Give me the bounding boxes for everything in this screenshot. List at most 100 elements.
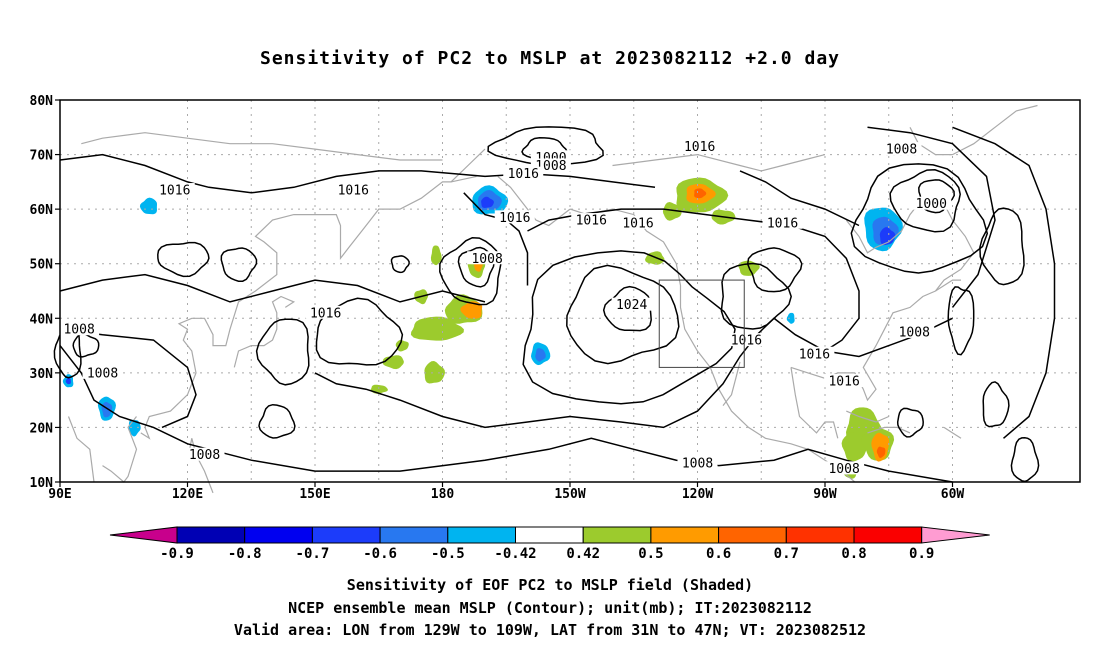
contour-label-bg	[881, 142, 922, 156]
contour-label-bg	[333, 183, 374, 197]
coastline	[846, 410, 890, 423]
coastline	[952, 104, 1038, 156]
caption-line-2: NCEP ensemble mean MSLP (Contour); unit(…	[288, 598, 812, 617]
lon-label: 60W	[941, 487, 965, 502]
contour-line	[157, 241, 210, 278]
colorbar-cell	[379, 526, 449, 544]
contour-line	[390, 255, 410, 274]
contour-line	[952, 126, 1056, 439]
contour-line	[982, 381, 1010, 428]
sensitivity-patch	[662, 202, 682, 221]
contour-label-bg	[503, 166, 544, 180]
contour-line	[59, 345, 953, 483]
contour-label-bg	[154, 183, 195, 197]
contour-label: 1024	[616, 298, 647, 313]
contour-line	[463, 192, 529, 286]
sensitivity-patch	[786, 312, 795, 324]
contour-line	[487, 126, 604, 166]
contour-line	[72, 333, 100, 358]
contour-line	[566, 264, 680, 365]
colorbar-cell	[853, 526, 923, 544]
contour-label: 1016	[799, 347, 830, 362]
colorbar-cell	[311, 526, 381, 544]
lat-label: 40N	[30, 312, 54, 327]
colorbar-label: -0.5	[431, 546, 465, 562]
contour-label: 1008	[899, 325, 930, 340]
sensitivity-patch	[694, 188, 707, 199]
contour-label: 1008	[886, 143, 917, 158]
colorbar-cell	[447, 526, 516, 544]
contour-label-bg	[794, 346, 835, 360]
coastline	[790, 367, 839, 439]
colorbar-cell	[650, 526, 720, 544]
caption-block: Sensitivity of EOF PC2 to MSLP field (Sh…	[0, 574, 1100, 642]
contour-label: 1008	[87, 366, 118, 381]
contour-line	[457, 246, 495, 288]
contour-line	[867, 126, 996, 308]
lat-label: 30N	[30, 367, 54, 382]
colorbar-cell	[176, 526, 246, 544]
contour-line	[602, 285, 652, 332]
contour-label-bg	[824, 374, 865, 388]
contour-line	[255, 318, 310, 386]
contour-line	[59, 273, 486, 303]
contour-label: 1016	[767, 216, 798, 231]
colorbar-label: 0.6	[706, 546, 731, 562]
contour-label: 1008	[471, 252, 502, 267]
contour-label-bg	[571, 213, 612, 227]
contour-label-bg	[824, 461, 865, 475]
contour-line	[739, 170, 860, 227]
sensitivity-patch	[430, 245, 442, 266]
lon-label: 150E	[299, 487, 330, 502]
contour-line	[947, 286, 975, 356]
colorbar-label: 0.5	[638, 546, 663, 562]
colorbar-cell	[109, 526, 178, 544]
contour-line	[896, 407, 924, 438]
lat-label: 60N	[30, 203, 54, 218]
sensitivity-patch	[424, 361, 445, 384]
contour-line	[522, 250, 736, 405]
colorbar-cell	[718, 526, 787, 544]
contour-label-bg	[677, 455, 718, 469]
contour-line	[220, 247, 258, 282]
colorbar-label: -0.6	[363, 546, 397, 562]
contour-label-bg	[762, 215, 803, 229]
sensitivity-patch	[410, 316, 464, 341]
axis-labels: 90E 120E 150E 180 150W 120W 90W 60W 80N 70N 60N 50N…	[30, 94, 965, 502]
contour-label: 1016	[310, 306, 341, 321]
contour-line	[979, 207, 1025, 286]
lon-label: 180	[431, 487, 455, 502]
colorbar-label: -0.42	[494, 546, 536, 562]
colorbar-label: 0.8	[841, 546, 866, 562]
coastline	[867, 426, 911, 434]
contour-label-bg	[82, 365, 123, 379]
caption-line-3: Valid area: LON from 129W to 109W, LAT f…	[233, 621, 867, 639]
lat-label: 20N	[30, 421, 54, 436]
contour-label-bg	[184, 447, 225, 461]
contour-line	[1010, 437, 1040, 483]
contour-line	[850, 163, 989, 274]
colorbar-cell	[582, 526, 652, 544]
colorbar-cell	[785, 526, 855, 544]
contour-line	[315, 297, 404, 366]
coastline	[450, 148, 486, 183]
contour-label-bg	[894, 324, 935, 338]
contour-label-bg	[467, 251, 508, 265]
contour-line	[889, 169, 961, 233]
colorbar-label: -0.9	[160, 546, 194, 562]
valid-area-box	[658, 279, 745, 368]
contour-label: 1008	[63, 323, 94, 338]
contour-label-bg	[618, 215, 658, 229]
lat-label: 50N	[30, 258, 54, 273]
coastline	[233, 295, 296, 368]
contour-label-bg	[305, 305, 346, 319]
sensitivity-patch	[65, 377, 71, 385]
contour-label-bg	[911, 196, 952, 210]
contour-label: 1016	[622, 216, 653, 231]
sensitivity-patch	[481, 196, 494, 208]
contour-line	[258, 403, 296, 439]
contour-label: 1016	[499, 211, 530, 226]
colorbar-cell	[921, 526, 990, 544]
